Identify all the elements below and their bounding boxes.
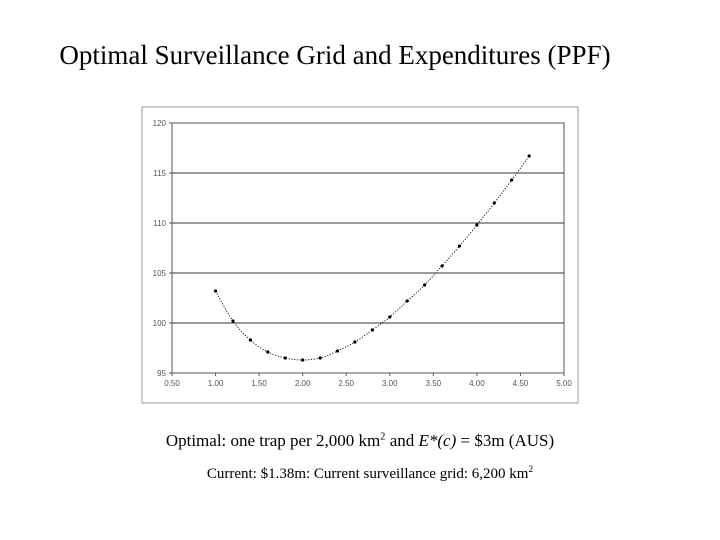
- x-tick-label: 2.50: [338, 379, 354, 388]
- x-tick-label: 4.50: [513, 379, 529, 388]
- caption-optimal-suffix: = $3m (AUS): [456, 431, 555, 450]
- data-point: [405, 299, 409, 303]
- data-point: [231, 319, 235, 323]
- optimal-caption: Optimal: one trap per 2,000 km2 and E*(c…: [0, 431, 720, 451]
- data-point: [423, 283, 427, 287]
- chart-frame: [141, 106, 579, 404]
- caption-optimal-middle: and: [385, 431, 419, 450]
- caption-optimal-prefix: Optimal: one trap per 2,000 km: [165, 431, 381, 450]
- caption-optimal-expenditure: E*(c): [418, 431, 457, 450]
- data-point: [318, 356, 322, 360]
- gridlines: [172, 172, 564, 324]
- x-tick-label: 2.00: [295, 379, 311, 388]
- series: [213, 154, 531, 362]
- data-point: [213, 289, 218, 293]
- x-tick-label: 5.00: [556, 379, 572, 388]
- x-tick-label: 3.00: [382, 379, 398, 388]
- data-point: [388, 315, 392, 319]
- x-tick-label: 4.00: [469, 379, 485, 388]
- data-point: [353, 340, 357, 344]
- data-point: [301, 358, 305, 362]
- x-tick-label: 3.50: [426, 379, 442, 388]
- current-caption: Current: $1.38m: Current surveillance gr…: [0, 465, 720, 483]
- y-tick-label: 105: [153, 269, 167, 278]
- caption-current-text: Current: $1.38m: Current surveillance gr…: [206, 466, 529, 482]
- data-point: [283, 356, 287, 360]
- y-tick-label: 120: [153, 119, 167, 128]
- x-tick-label: 1.00: [208, 379, 224, 388]
- chart: 95 100 105 110 115 120 0.50 1.00 1.50 2.00 2.50 3.…: [140, 105, 580, 405]
- y-tick-label: 115: [153, 169, 166, 178]
- data-point: [527, 154, 531, 158]
- caption-current-sup: 2: [528, 465, 534, 475]
- x-tick-label: 0.50: [164, 379, 180, 388]
- data-point: [457, 244, 462, 248]
- caption-optimal-sup: 2: [380, 431, 386, 443]
- y-tick-label: 100: [153, 319, 167, 328]
- data-point: [510, 178, 514, 182]
- data-point: [370, 328, 374, 332]
- x-axis-ticks: 0.50 1.00 1.50 2.00 2.50 3.00 3.50 4.00 4.50 5.00: [164, 373, 572, 388]
- plot-area: [171, 122, 565, 374]
- data-point: [248, 338, 252, 342]
- data-point: [475, 223, 479, 227]
- chart-svg: 95 100 105 110 115 120 0.50 1.00 1.50 2.00 2.50 3.…: [141, 106, 579, 404]
- slide-title: Optimal Surveillance Grid and Expenditur…: [59, 40, 611, 70]
- data-point: [266, 350, 270, 354]
- y-tick-label: 110: [153, 219, 166, 228]
- data-point: [335, 349, 340, 353]
- x-tick-label: 1.50: [251, 379, 267, 388]
- y-axis-ticks: 95 100 105 110 115 120: [153, 119, 172, 378]
- data-point: [440, 264, 444, 268]
- data-point: [492, 201, 496, 205]
- y-tick-label: 95: [157, 369, 166, 378]
